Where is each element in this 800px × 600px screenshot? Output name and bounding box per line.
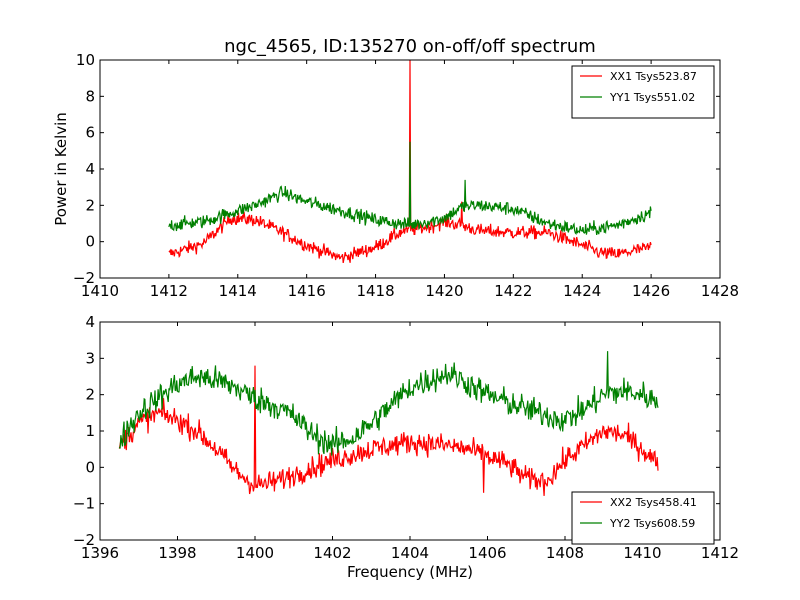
series-line-xx1 <box>168 60 652 264</box>
x-tick-label: 1426 <box>632 282 670 300</box>
x-tick-label: 1418 <box>356 282 394 300</box>
series-line-xx2 <box>118 365 659 496</box>
y-tick-label: 10 <box>76 51 95 69</box>
y-tick-label: 6 <box>85 124 95 142</box>
x-tick-label: 1406 <box>468 544 506 562</box>
series-line-yy1 <box>168 141 652 236</box>
x-tick-label: 1410 <box>81 282 119 300</box>
legend-box <box>571 65 715 119</box>
x-tick-label: 1412 <box>150 282 188 300</box>
legend: XX2 Tsys458.41 YY2 Tsys608.59 <box>571 491 715 545</box>
y-tick-label: 0 <box>85 458 95 476</box>
y-tick-label: 3 <box>85 349 95 367</box>
y-tick-label: 4 <box>85 160 95 178</box>
x-tick-label: 1416 <box>288 282 326 300</box>
chart-panel-1: 1410 1412 1414 1416 1418 1420 1422 1424 1426 1428… <box>73 51 739 300</box>
x-tick-label: 1402 <box>313 544 351 562</box>
x-tick-label: 1414 <box>219 282 257 300</box>
y-axis-label: Power in Kelvin <box>52 112 70 226</box>
legend-label: XX2 Tsys458.41 <box>610 496 697 509</box>
y-tick-label: 2 <box>85 386 95 404</box>
x-tick-label: 1400 <box>236 544 274 562</box>
legend-box <box>571 491 715 545</box>
y-tick-label: 8 <box>85 87 95 105</box>
chart-title: ngc_4565, ID:135270 on-off/off spectrum <box>224 36 596 57</box>
x-tick-label: 1428 <box>701 282 739 300</box>
y-tick-label: 0 <box>85 233 95 251</box>
x-axis-label: Frequency (MHz) <box>347 563 473 581</box>
x-tick-label: 1424 <box>563 282 601 300</box>
series-line-yy2 <box>118 351 659 456</box>
x-tick-label: 1404 <box>391 544 429 562</box>
x-tick-label: 1410 <box>623 544 661 562</box>
x-tick-label: 1398 <box>158 544 196 562</box>
x-tick-label: 1396 <box>81 544 119 562</box>
x-tick-label: 1422 <box>494 282 532 300</box>
chart-panel-2: 1396 1398 1400 1402 1404 1406 1408 1410 1412−2−1… <box>73 313 739 562</box>
x-tick-label: 1420 <box>425 282 463 300</box>
legend: XX1 Tsys523.87 YY1 Tsys551.02 <box>571 65 715 119</box>
y-tick-label: 4 <box>85 313 95 331</box>
legend-label: YY2 Tsys608.59 <box>609 517 695 530</box>
legend-label: XX1 Tsys523.87 <box>610 70 697 83</box>
x-tick-label: 1412 <box>701 544 739 562</box>
y-tick-label: −2 <box>73 269 95 287</box>
legend-label: YY1 Tsys551.02 <box>609 91 695 104</box>
y-tick-label: 2 <box>85 196 95 214</box>
y-tick-label: 1 <box>85 422 95 440</box>
y-tick-label: −1 <box>73 495 95 513</box>
x-tick-label: 1408 <box>546 544 584 562</box>
y-tick-label: −2 <box>73 531 95 549</box>
